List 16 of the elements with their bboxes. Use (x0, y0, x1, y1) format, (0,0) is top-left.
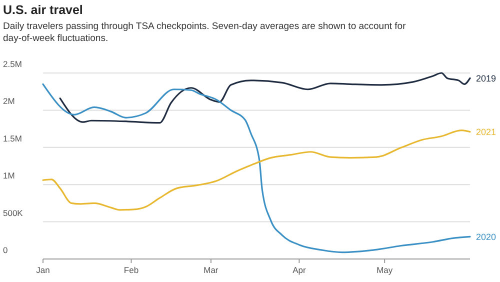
x-tick-label: Mar (204, 265, 218, 275)
y-tick-label: 2.5M (3, 59, 22, 69)
y-tick-label: 1M (3, 170, 15, 181)
y-tick-label: 2M (3, 96, 15, 106)
chart-title: U.S. air travel (3, 3, 83, 17)
series-label: 2020 (476, 232, 496, 242)
series-label: 2019 (476, 73, 496, 84)
x-tick-label: Jan (36, 265, 50, 275)
y-tick-label: 0 (3, 245, 8, 255)
series-label: 2021 (476, 126, 496, 137)
x-tick-label: May (376, 265, 394, 275)
y-tick-label: 1.5M (3, 133, 22, 144)
y-tick-label: 500K (3, 208, 24, 218)
x-tick-label: Apr (292, 265, 306, 275)
chart-subtitle: Daily travelers passing through TSA checkpoints. Seven-day averages are shown to account for day-of-week fluctuations. (3, 21, 406, 44)
x-tick-label: Feb (124, 265, 139, 275)
